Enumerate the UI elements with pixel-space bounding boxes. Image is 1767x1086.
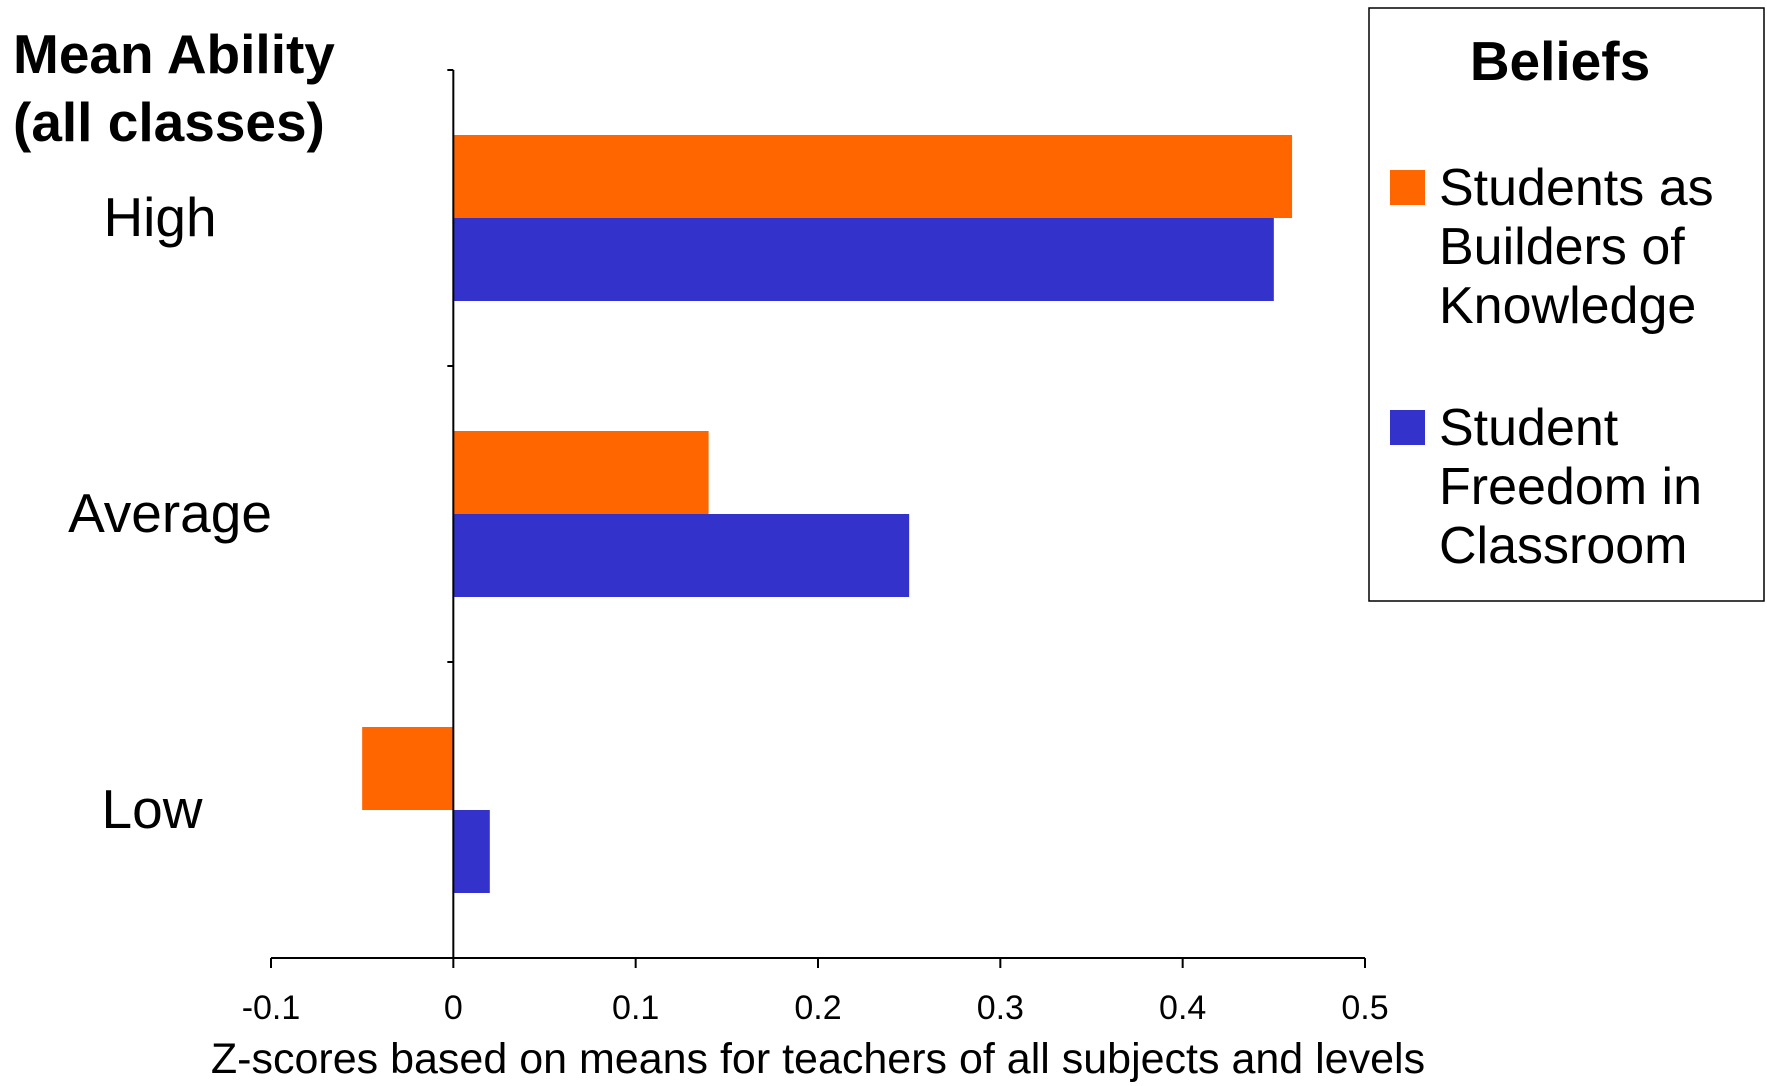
bar-low-series-1 xyxy=(362,727,454,810)
category-label-average: Average xyxy=(68,482,272,544)
x-axis-title: Z-scores based on means for teachers of … xyxy=(211,1035,1425,1083)
bar-average-series-2 xyxy=(453,514,910,597)
bar-high-series-2 xyxy=(453,218,1274,301)
legend-title: Beliefs xyxy=(1470,30,1650,92)
x-tick-label: 0.4 xyxy=(1159,989,1206,1027)
category-label-high: High xyxy=(103,186,216,248)
legend-swatch-series-2 xyxy=(1390,410,1425,445)
bar-high-series-1 xyxy=(453,135,1293,218)
category-label-low: Low xyxy=(102,778,203,840)
x-tick-label: 0.2 xyxy=(794,989,841,1027)
labels-layer: -0.1 0 0.1 0.2 0.3 0.4 0.5 High Average Low Mean A… xyxy=(13,23,1425,1083)
y-axis-title-line: Mean Ability xyxy=(13,23,335,85)
legend-label-series-2: Student xyxy=(1439,399,1619,457)
axes-layer xyxy=(270,69,1366,968)
legend-label-series-1: Builders of xyxy=(1439,218,1685,276)
legend-label-series-2: Classroom xyxy=(1439,517,1688,575)
legend-box xyxy=(1368,7,1765,602)
bar-low-series-2 xyxy=(453,810,490,893)
x-tick-label: 0.3 xyxy=(977,989,1024,1027)
y-axis-title-line: (all classes) xyxy=(13,91,325,153)
x-tick-label: 0.1 xyxy=(612,989,659,1027)
legend-swatch-series-1 xyxy=(1390,170,1425,205)
x-tick-label: -0.1 xyxy=(242,989,301,1027)
legend-label-series-1: Knowledge xyxy=(1439,277,1696,335)
legend-label-series-1: Students as xyxy=(1439,159,1714,217)
legend-label-series-2: Freedom in xyxy=(1439,458,1702,516)
bar-average-series-1 xyxy=(453,431,709,514)
x-tick-label: 0 xyxy=(444,989,463,1027)
bars-layer xyxy=(362,135,1293,893)
x-tick-label: 0.5 xyxy=(1341,989,1388,1027)
